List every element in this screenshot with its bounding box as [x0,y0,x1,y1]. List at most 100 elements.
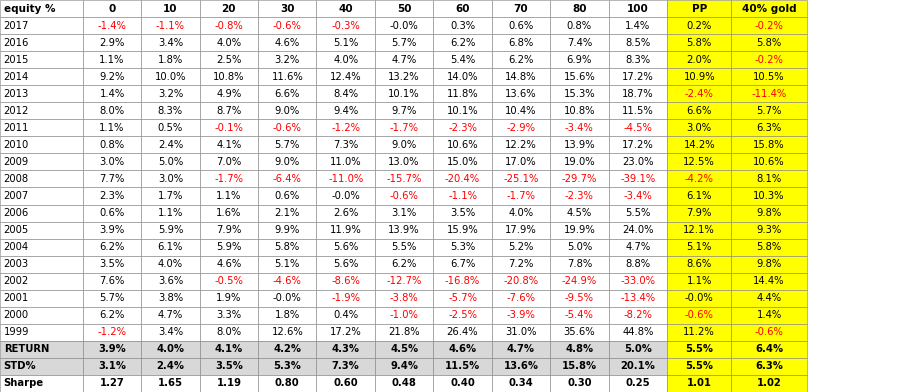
Text: -3.4%: -3.4% [564,123,593,133]
Bar [608,375,666,392]
Bar [491,273,550,290]
Text: 21.8%: 21.8% [388,327,419,338]
Bar [375,375,433,392]
Bar [257,34,316,51]
Bar [142,239,199,256]
Text: -0.6%: -0.6% [390,191,418,201]
Bar [0,153,83,171]
Bar [0,256,83,273]
Bar [375,341,433,358]
Text: 3.8%: 3.8% [158,293,183,303]
Bar [199,68,257,85]
Text: 3.0%: 3.0% [99,157,124,167]
Text: 12.2%: 12.2% [505,140,537,150]
Bar [375,119,433,136]
Text: 5.0%: 5.0% [566,242,591,252]
Bar [608,273,666,290]
Text: 11.8%: 11.8% [447,89,478,99]
Bar [0,68,83,85]
Text: 2.4%: 2.4% [156,361,184,372]
Text: 12.5%: 12.5% [683,157,714,167]
Bar [199,375,257,392]
Text: 9.7%: 9.7% [391,106,416,116]
Text: -3.9%: -3.9% [506,310,535,320]
Text: 2002: 2002 [4,276,28,286]
Bar [0,324,83,341]
Bar [666,171,731,187]
Bar [83,324,142,341]
Bar [666,205,731,221]
Bar [142,221,199,239]
Bar [316,171,375,187]
Text: 8.0%: 8.0% [216,327,241,338]
Text: -20.4%: -20.4% [445,174,480,184]
Text: -1.7%: -1.7% [214,174,244,184]
Bar [731,239,806,256]
Text: 6.2%: 6.2% [507,54,533,65]
Text: -24.9%: -24.9% [562,276,596,286]
Text: 2.1%: 2.1% [274,208,300,218]
Text: 2014: 2014 [4,72,28,82]
Bar [0,171,83,187]
Bar [666,187,731,205]
Bar [433,341,492,358]
Bar [0,187,83,205]
Text: -1.7%: -1.7% [505,191,535,201]
Text: -3.4%: -3.4% [623,191,652,201]
Text: 12.6%: 12.6% [271,327,303,338]
Bar [608,153,666,171]
Bar [491,136,550,153]
Bar [731,256,806,273]
Text: 6.8%: 6.8% [508,38,533,47]
Bar [550,256,608,273]
Bar [316,119,375,136]
Bar [550,171,608,187]
Text: 7.3%: 7.3% [333,140,357,150]
Bar [433,136,492,153]
Bar [199,136,257,153]
Bar [0,307,83,324]
Text: 4.7%: 4.7% [506,345,534,354]
Text: 30: 30 [279,4,294,13]
Text: 12.4%: 12.4% [330,72,361,82]
Text: 3.0%: 3.0% [158,174,183,184]
Text: 20: 20 [221,4,236,13]
Bar [433,34,492,51]
Bar [491,17,550,34]
Text: -1.1%: -1.1% [155,20,185,31]
Bar [731,273,806,290]
Text: PP: PP [691,4,706,13]
Bar [550,17,608,34]
Bar [0,273,83,290]
Bar [550,358,608,375]
Bar [199,341,257,358]
Text: 3.9%: 3.9% [98,345,126,354]
Bar [142,375,199,392]
Bar [316,187,375,205]
Text: 1.7%: 1.7% [157,191,183,201]
Text: 5.7%: 5.7% [274,140,300,150]
Text: 0.4%: 0.4% [333,310,357,320]
Bar [608,307,666,324]
Text: -11.0%: -11.0% [328,174,363,184]
Bar [142,187,199,205]
Bar [0,51,83,68]
Bar [142,256,199,273]
Text: 0.48: 0.48 [391,379,416,388]
Bar [608,341,666,358]
Bar [666,51,731,68]
Text: 0: 0 [108,4,116,13]
Text: 6.2%: 6.2% [449,38,475,47]
Text: 1.9%: 1.9% [216,293,242,303]
Bar [375,273,433,290]
Text: -0.2%: -0.2% [754,54,783,65]
Bar [375,153,433,171]
Text: 10.4%: 10.4% [505,106,536,116]
Text: 5.5%: 5.5% [391,242,416,252]
Bar [491,239,550,256]
Text: -20.8%: -20.8% [503,276,538,286]
Bar [316,153,375,171]
Bar [0,205,83,221]
Bar [142,324,199,341]
Bar [666,307,731,324]
